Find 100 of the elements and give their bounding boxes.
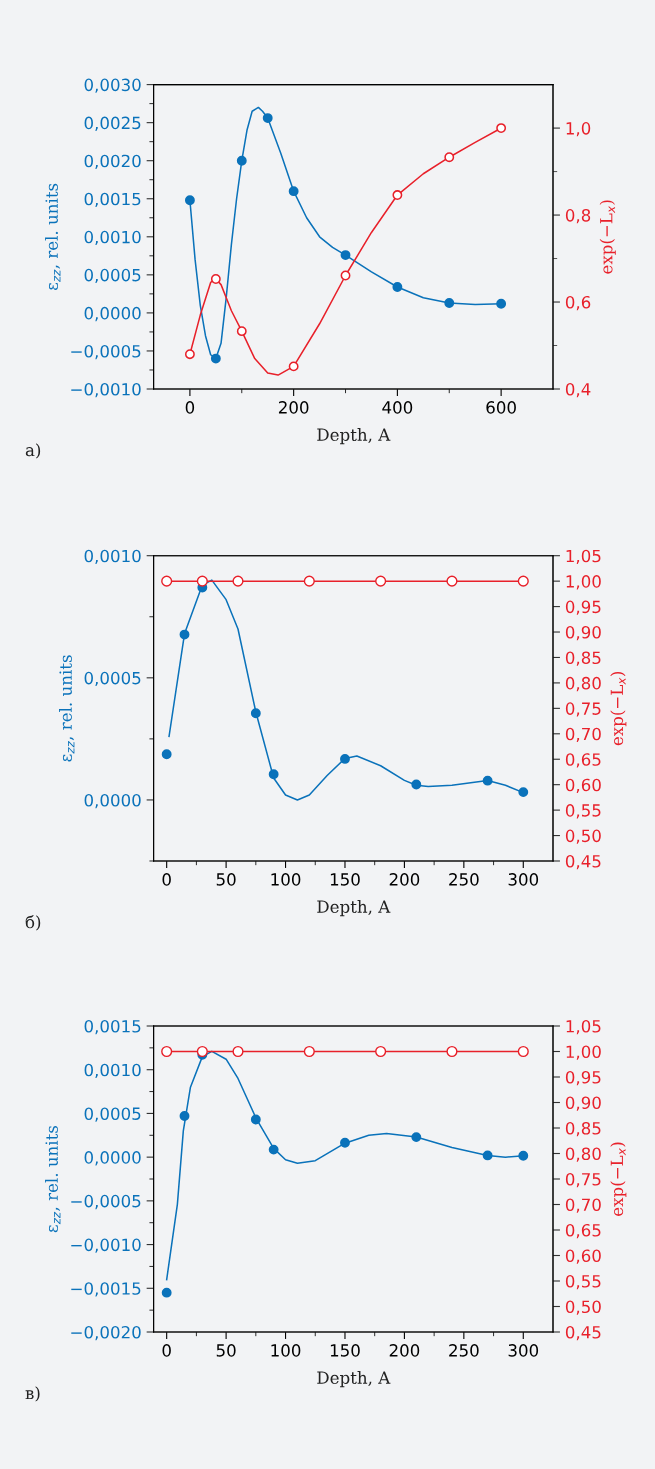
y2-tick-label: 0,8 <box>565 209 591 224</box>
x-tick-label: 150 <box>330 1344 360 1357</box>
text: в) <box>25 1386 40 1402</box>
y2-tick-label: 0,90 <box>565 625 601 641</box>
y2-tick-label: 0,75 <box>565 1172 601 1188</box>
y-tick-label: −0,0020 <box>71 1325 141 1341</box>
y2-tick-label: 1,05 <box>566 549 601 564</box>
x-tick-label: 300 <box>508 1344 539 1357</box>
y-tick-label: −0,0015 <box>71 1282 141 1297</box>
y-tick-label: 0,0030 <box>84 78 141 93</box>
text: а) <box>25 443 41 459</box>
y-tick-label: 0,0010 <box>84 1063 141 1078</box>
point <box>236 155 247 166</box>
x-tick-label: 400 <box>382 401 413 414</box>
y2-tick-label: 0,80 <box>565 1147 601 1162</box>
point <box>482 1150 493 1161</box>
x-tick-label: 50 <box>216 873 236 886</box>
y-tick-label: 0,0025 <box>84 116 141 131</box>
point <box>518 1150 529 1161</box>
point <box>161 749 172 760</box>
y2-tick-label: 0,60 <box>565 778 601 793</box>
point <box>340 753 350 764</box>
y-tick-label: 0,0015 <box>84 192 141 208</box>
point <box>184 195 195 206</box>
point <box>268 1144 279 1155</box>
y2-tick-label: 0,50 <box>565 1300 601 1315</box>
text: б) <box>25 915 41 931</box>
y-tick-label: 0,0000 <box>84 1151 141 1166</box>
y-tick-label: 0,0010 <box>84 230 141 246</box>
y2-tick-label: 0,65 <box>565 753 601 768</box>
point <box>288 186 299 197</box>
x-tick-label: 200 <box>389 1344 420 1357</box>
y-tick-label: 0,0020 <box>84 154 141 169</box>
x-tick-label: 150 <box>330 873 360 886</box>
y2-tick-label: 0,90 <box>565 1096 601 1111</box>
y2-tick-label: 1,00 <box>566 1045 601 1060</box>
y2-axis-title: exp(−L$_{x}$) <box>610 671 627 746</box>
y2-tick-label: 0,45 <box>565 1325 601 1341</box>
y-tick-label: 0,0000 <box>84 793 141 809</box>
point <box>340 1137 350 1148</box>
point <box>496 298 507 309</box>
y2-tick-label: 0,75 <box>565 702 601 717</box>
y-tick-label: 0,0005 <box>84 1107 141 1122</box>
x-tick-label: 200 <box>389 873 420 886</box>
y-tick-label: 0,0005 <box>84 671 141 687</box>
point <box>411 779 422 790</box>
y-tick-label: −0,0010 <box>71 382 141 398</box>
y2-tick-label: 0,65 <box>565 1223 601 1239</box>
point <box>392 282 403 292</box>
y-axis-title: ε$_{zz}$, rel. units <box>45 1125 61 1233</box>
y-tick-label: 0,0000 <box>84 306 141 322</box>
y2-tick-label: 0,85 <box>565 651 601 666</box>
y2-tick-label: 0,55 <box>565 1274 601 1290</box>
x-axis-title: Depth, A <box>317 1371 391 1388</box>
y2-tick-label: 0,80 <box>565 676 601 692</box>
y2-tick-label: 0,85 <box>565 1121 601 1137</box>
x-tick-label: 250 <box>449 1344 479 1357</box>
point <box>250 708 261 719</box>
x-tick-label: 250 <box>449 873 479 886</box>
y2-tick-label: 1,00 <box>566 575 601 590</box>
point <box>210 353 221 364</box>
point <box>444 298 455 308</box>
y2-tick-label: 1,0 <box>566 122 591 137</box>
x-axis-title: Depth, A <box>317 900 391 917</box>
y2-tick-label: 0,6 <box>565 295 591 311</box>
point <box>236 326 247 337</box>
y2-tick-label: 1,05 <box>566 1019 601 1035</box>
point <box>288 361 299 372</box>
point <box>482 775 493 786</box>
x-tick-label: 200 <box>278 401 309 414</box>
y-axis-title: ε$_{zz}$, rel. units <box>45 183 61 290</box>
point <box>262 113 273 124</box>
point <box>250 1114 261 1125</box>
y-tick-label: −0,0005 <box>71 344 141 360</box>
point <box>161 1287 172 1298</box>
y2-tick-label: 0,70 <box>565 1198 601 1213</box>
x-axis-title: Depth, A <box>317 428 391 445</box>
x-tick-label: 300 <box>508 873 539 886</box>
point <box>444 152 455 163</box>
y2-tick-label: 0,70 <box>565 727 601 743</box>
point <box>411 1132 422 1143</box>
y2-tick-label: 0,60 <box>565 1249 601 1264</box>
x-tick-label: 100 <box>271 1344 301 1357</box>
x-tick-label: 50 <box>216 1344 236 1357</box>
point <box>496 123 507 134</box>
y-tick-label: 0,0005 <box>84 268 141 284</box>
y2-tick-label: 0,4 <box>565 382 591 398</box>
x-tick-label: 0 <box>162 1344 171 1357</box>
point <box>210 274 221 284</box>
y2-tick-label: 0,50 <box>565 829 601 844</box>
point <box>340 250 351 260</box>
y2-tick-label: 0,95 <box>565 600 601 615</box>
point <box>518 787 529 798</box>
y2-tick-label: 0,95 <box>565 1070 601 1086</box>
x-tick-label: 100 <box>271 873 301 886</box>
x-tick-label: 0 <box>162 873 171 886</box>
y-tick-label: −0,0005 <box>71 1194 141 1210</box>
y-tick-label: 0,0015 <box>84 1019 141 1035</box>
point <box>179 629 190 640</box>
y2-axis-title: exp(−L$_{x}$) <box>610 1142 627 1216</box>
